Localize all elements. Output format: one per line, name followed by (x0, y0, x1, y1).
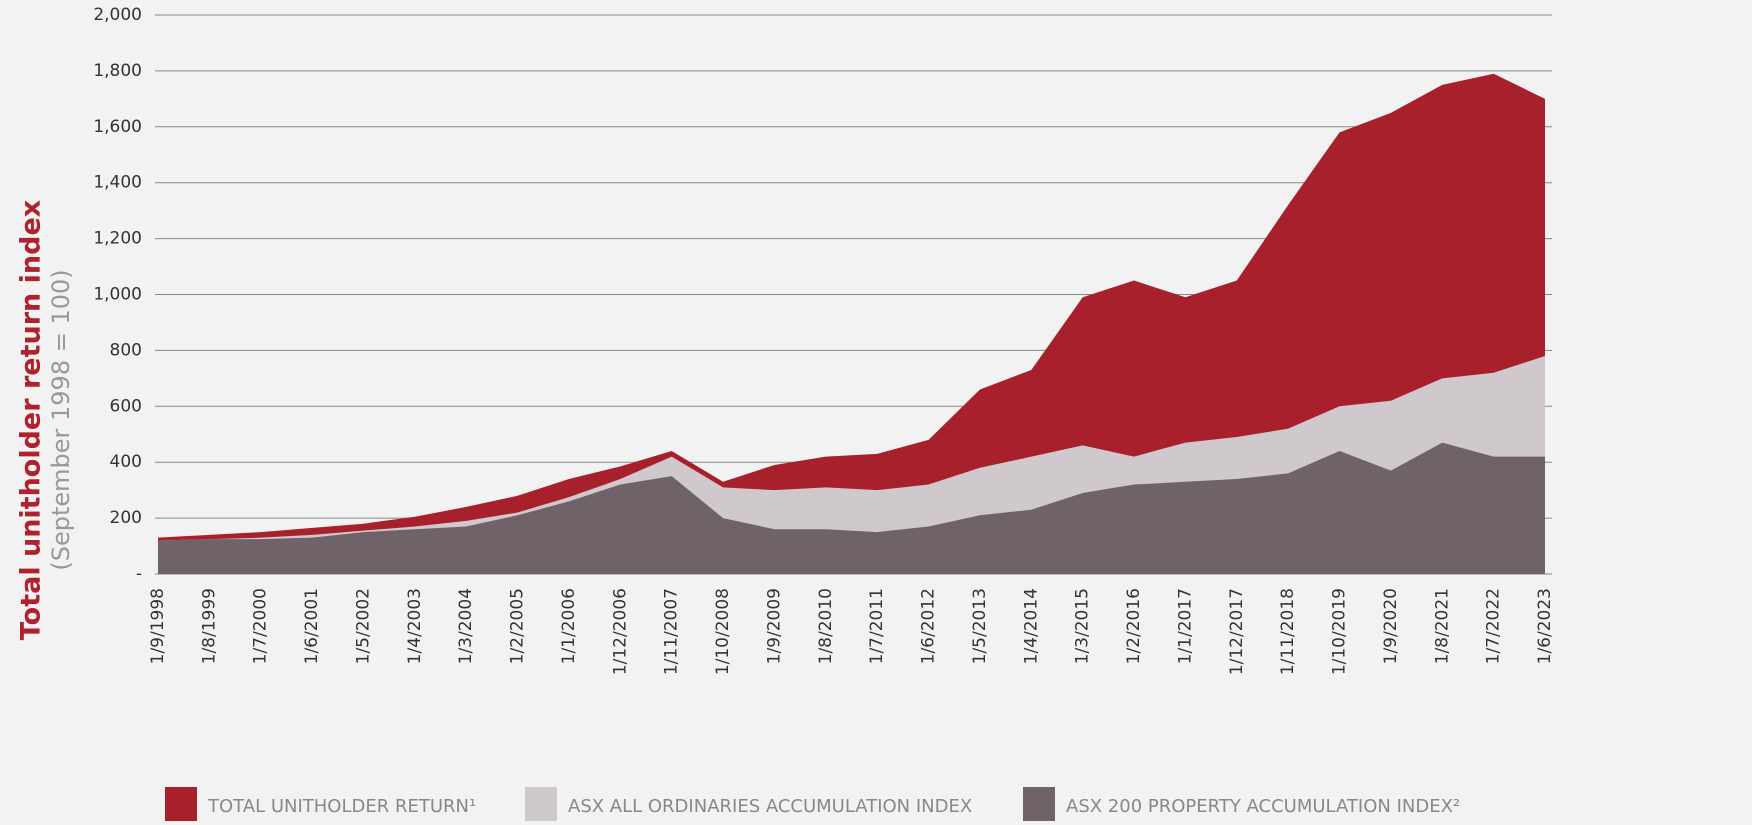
x-tick-label: 1/7/2011 (867, 588, 887, 664)
y-tick-label: 1,000 (93, 285, 142, 305)
y-tick-label: 800 (110, 340, 142, 360)
x-tick-label: 1/6/2012 (919, 588, 939, 664)
y-tick-label: 400 (110, 452, 142, 472)
x-tick-label: 1/12/2006 (610, 588, 630, 675)
legend-swatch (525, 787, 557, 821)
y-tick-label: 1,600 (93, 117, 142, 137)
x-tick-label: 1/11/2007 (662, 588, 682, 675)
y-tick-label: 2,000 (93, 5, 142, 25)
x-tick-label: 1/1/2017 (1175, 588, 1195, 664)
legend-label: ASX ALL ORDINARIES ACCUMULATION INDEX (568, 796, 972, 817)
x-tick-label: 1/8/2010 (816, 588, 836, 664)
x-tick-label: 1/2/2016 (1124, 588, 1144, 664)
y-tick-label: 1,200 (93, 229, 142, 249)
legend-swatch (165, 787, 197, 821)
y-tick-label: 600 (110, 396, 142, 416)
x-tick-label: 1/5/2013 (970, 588, 990, 664)
legend-label: TOTAL UNITHOLDER RETURN¹ (207, 796, 476, 817)
y-axis-title: Total unitholder return index (16, 200, 47, 640)
x-tick-label: 1/4/2014 (1021, 588, 1041, 664)
x-tick-label: 1/7/2022 (1484, 588, 1504, 664)
x-tick-label: 1/10/2008 (713, 588, 733, 675)
x-tick-label: 1/7/2000 (251, 588, 271, 664)
x-tick-label: 1/6/2023 (1535, 588, 1555, 664)
y-tick-label: - (136, 564, 142, 584)
x-tick-label: 1/12/2017 (1227, 588, 1247, 675)
x-tick-label: 1/11/2018 (1278, 588, 1298, 675)
x-tick-label: 1/9/2020 (1381, 588, 1401, 664)
x-tick-label: 1/8/1999 (199, 588, 219, 664)
x-tick-label: 1/1/2006 (559, 588, 579, 664)
x-tick-label: 1/10/2019 (1330, 588, 1350, 675)
x-tick-label: 1/3/2015 (1073, 588, 1093, 664)
y-tick-label: 1,400 (93, 173, 142, 193)
x-tick-label: 1/9/1998 (148, 588, 168, 664)
x-tick-label: 1/8/2021 (1432, 588, 1452, 664)
legend-label: ASX 200 PROPERTY ACCUMULATION INDEX² (1066, 796, 1460, 817)
x-tick-label: 1/6/2001 (302, 588, 322, 664)
y-tick-label: 1,800 (93, 61, 142, 81)
x-tick-label: 1/5/2002 (353, 588, 373, 664)
chart: Total unitholder return index (September… (0, 0, 1752, 821)
x-tick-label: 1/2/2005 (508, 588, 528, 664)
legend-swatch (1023, 787, 1055, 821)
y-axis-subtitle: (September 1998 = 100) (47, 269, 75, 570)
y-tick-label: 200 (110, 508, 142, 528)
x-tick-label: 1/3/2004 (456, 588, 476, 664)
x-tick-label: 1/9/2009 (764, 588, 784, 664)
x-tick-label: 1/4/2003 (405, 588, 425, 664)
